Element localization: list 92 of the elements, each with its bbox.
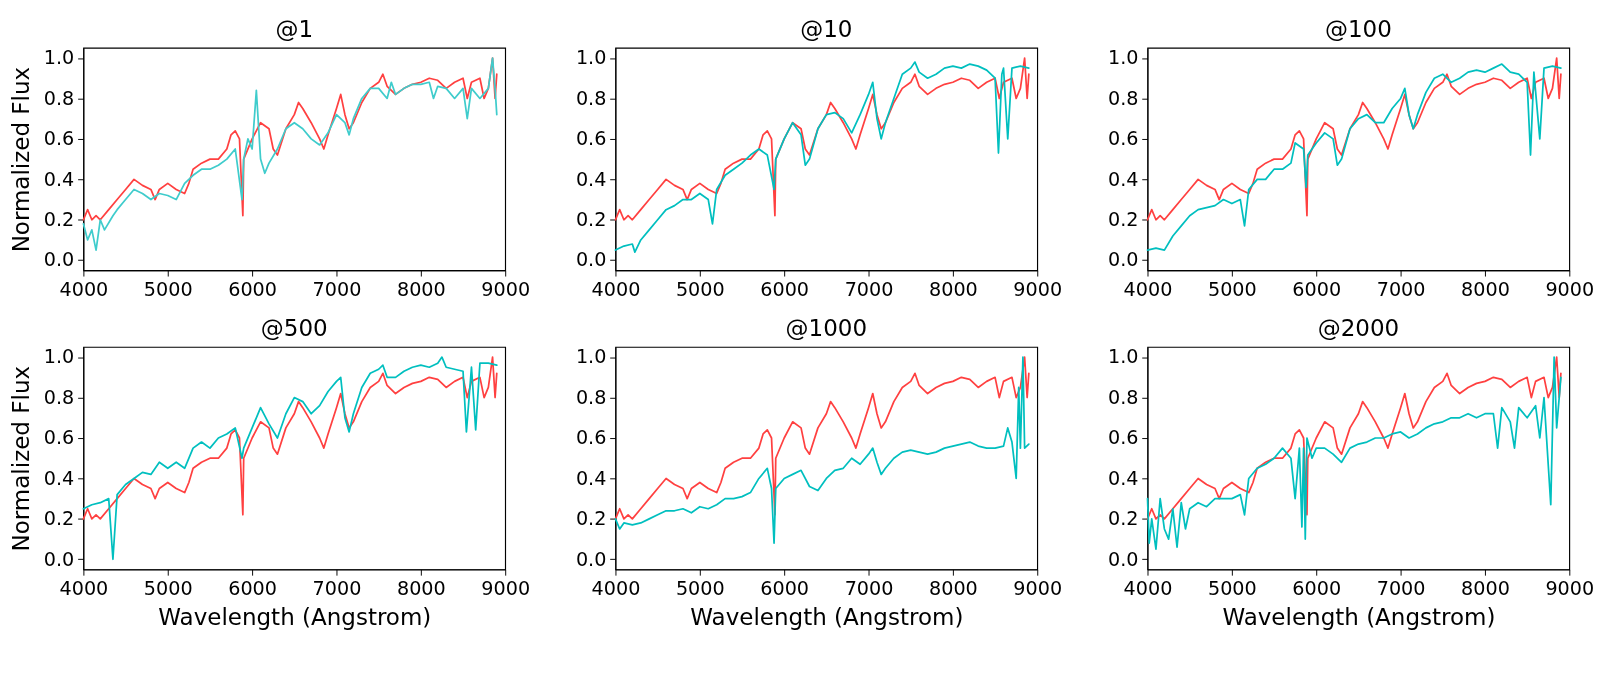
x-tick-label: 4000 xyxy=(591,576,641,600)
y-tick-label: 1.0 xyxy=(575,345,607,369)
x-tick-label: 8000 xyxy=(1461,576,1510,600)
x-tick-label: 5000 xyxy=(675,576,725,600)
x-tick-label: 5000 xyxy=(675,277,725,301)
y-tick-label: 0.2 xyxy=(575,208,607,231)
chart-title: @1000 xyxy=(785,315,868,342)
x-axis-title: Wavelength (Angstrom) xyxy=(690,603,964,630)
x-tick-label: 9000 xyxy=(1013,576,1063,600)
x-tick-label: 9000 xyxy=(1545,576,1595,600)
y-tick-label: 0.4 xyxy=(1107,167,1139,191)
y-tick-label: 1.0 xyxy=(575,46,607,70)
y-tick-label: 0.0 xyxy=(1107,248,1139,272)
chart-title: @2000 xyxy=(1317,315,1400,342)
y-tick-label: 0.8 xyxy=(43,385,75,409)
x-tick-label: 5000 xyxy=(143,277,193,301)
y-tick-label: 0.6 xyxy=(43,426,75,450)
x-tick-label: 4000 xyxy=(1123,277,1173,301)
x-tick-label: 8000 xyxy=(396,277,446,301)
x-tick-label: 7000 xyxy=(1376,576,1426,600)
x-tick-label: 5000 xyxy=(1207,277,1257,301)
y-tick-label: 0.0 xyxy=(1107,547,1139,571)
x-tick-label: 4000 xyxy=(1123,576,1173,600)
y-tick-label: 0.0 xyxy=(43,248,75,272)
x-axis-title: Wavelength (Angstrom) xyxy=(1222,603,1496,630)
y-tick-label: 1.0 xyxy=(1107,46,1139,70)
line-series xyxy=(1146,63,1562,251)
x-tick-label: 4000 xyxy=(59,576,109,600)
line-series xyxy=(1146,356,1562,520)
y-tick-label: 0.8 xyxy=(43,86,75,110)
line-series xyxy=(614,61,1030,253)
line-series xyxy=(82,356,498,561)
chart-title: @1 xyxy=(275,16,314,43)
x-tick-label: 4000 xyxy=(59,277,109,301)
y-tick-label: 0.4 xyxy=(1107,466,1139,490)
y-axis-title: Normalized Flux xyxy=(8,365,35,552)
y-tick-label: 0.2 xyxy=(43,507,75,531)
y-tick-label: 0.0 xyxy=(575,248,607,272)
x-tick-label: 9000 xyxy=(481,576,531,600)
y-tick-label: 0.6 xyxy=(43,127,75,151)
y-tick-label: 0.2 xyxy=(43,208,75,231)
x-tick-label: 8000 xyxy=(929,277,978,301)
x-tick-label: 7000 xyxy=(312,576,362,600)
y-tick-label: 0.8 xyxy=(1107,86,1139,110)
line-series xyxy=(1146,57,1562,221)
x-tick-label: 4000 xyxy=(591,277,641,301)
y-tick-label: 0.0 xyxy=(43,547,75,571)
y-tick-label: 0.6 xyxy=(1107,127,1139,151)
x-tick-label: 5000 xyxy=(143,576,193,600)
x-tick-label: 6000 xyxy=(760,277,810,301)
x-tick-label: 8000 xyxy=(1461,277,1510,301)
x-tick-label: 5000 xyxy=(1207,576,1257,600)
y-tick-label: 0.6 xyxy=(575,426,607,450)
x-tick-label: 9000 xyxy=(1013,277,1063,301)
chart-title: @500 xyxy=(260,315,328,342)
x-tick-label: 6000 xyxy=(1292,277,1342,301)
x-tick-label: 6000 xyxy=(760,576,810,600)
y-tick-label: 0.8 xyxy=(575,86,607,110)
y-tick-label: 0.2 xyxy=(1107,507,1139,531)
x-tick-label: 7000 xyxy=(312,277,362,301)
y-tick-label: 1.0 xyxy=(43,345,75,369)
y-axis-title: Normalized Flux xyxy=(8,66,35,253)
x-tick-label: 6000 xyxy=(1292,576,1342,600)
x-tick-label: 6000 xyxy=(228,576,277,600)
y-tick-label: 0.4 xyxy=(43,167,75,191)
line-series xyxy=(82,57,498,251)
y-tick-label: 0.8 xyxy=(575,385,607,409)
chart-title: @100 xyxy=(1324,16,1392,43)
x-tick-label: 7000 xyxy=(844,277,894,301)
y-tick-label: 1.0 xyxy=(43,46,75,70)
x-tick-label: 6000 xyxy=(228,277,277,301)
x-tick-label: 9000 xyxy=(481,277,531,301)
x-tick-label: 8000 xyxy=(396,576,446,600)
line-series xyxy=(614,57,1030,221)
x-tick-label: 9000 xyxy=(1545,277,1595,301)
x-tick-label: 7000 xyxy=(1376,277,1426,301)
y-tick-label: 0.8 xyxy=(1107,385,1139,409)
y-tick-label: 0.0 xyxy=(575,547,607,571)
line-series xyxy=(82,356,498,520)
line-series xyxy=(1146,356,1562,551)
chart-title: @10 xyxy=(800,16,853,43)
y-tick-label: 0.4 xyxy=(575,167,607,191)
x-tick-label: 7000 xyxy=(844,576,894,600)
y-tick-label: 0.2 xyxy=(575,507,607,531)
x-tick-label: 8000 xyxy=(929,576,978,600)
y-tick-label: 0.4 xyxy=(575,466,607,490)
y-tick-label: 0.2 xyxy=(1107,208,1139,231)
y-tick-label: 0.6 xyxy=(1107,426,1139,450)
y-tick-label: 1.0 xyxy=(1107,345,1139,369)
y-tick-label: 0.6 xyxy=(575,127,607,151)
x-axis-title: Wavelength (Angstrom) xyxy=(158,603,432,630)
y-tick-label: 0.4 xyxy=(43,466,75,490)
